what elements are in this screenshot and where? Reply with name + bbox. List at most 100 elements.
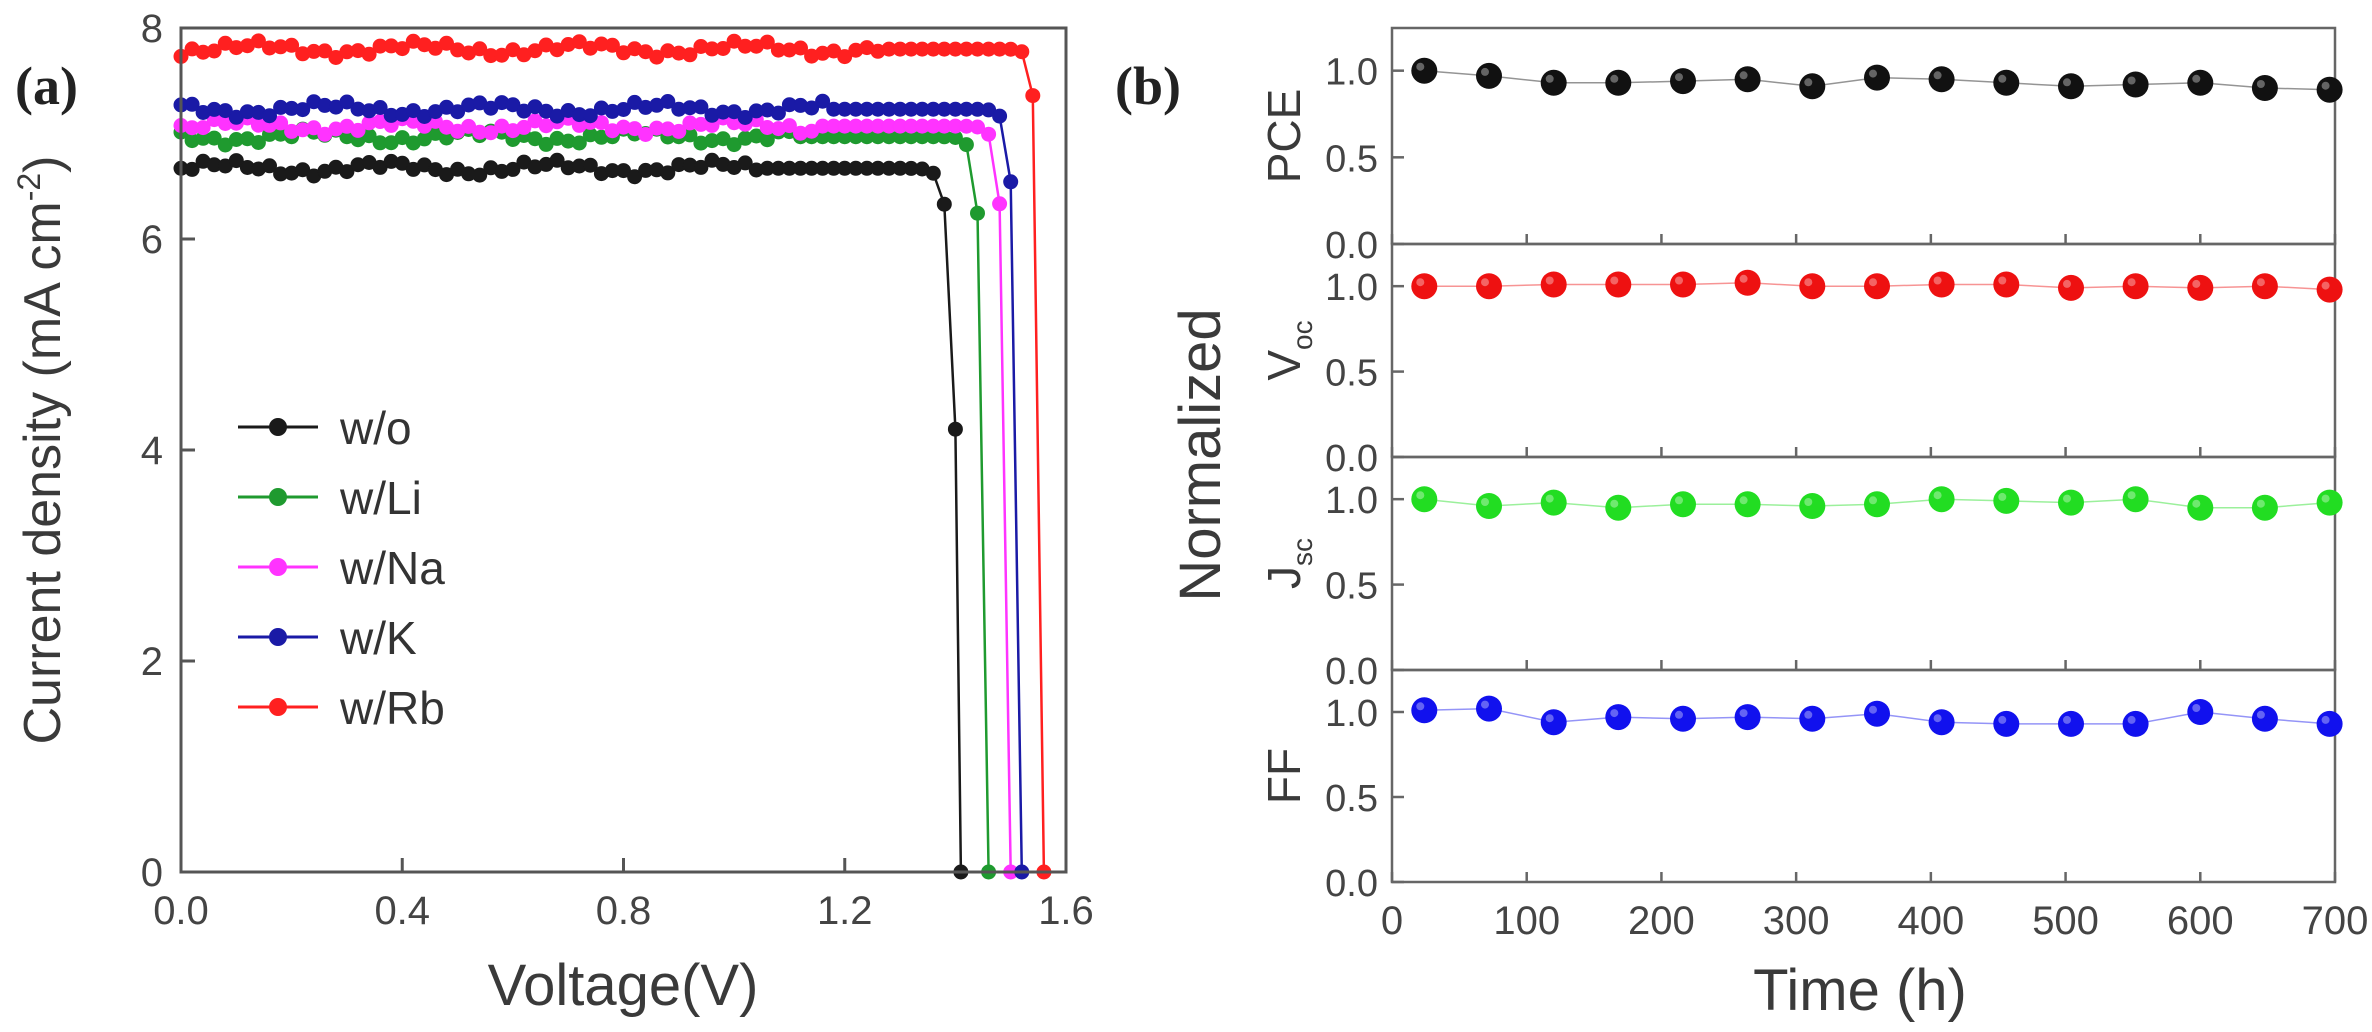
series-w-o: [173, 152, 969, 880]
y-label-main: Current density (mA cm: [14, 201, 72, 744]
data-point-highlight: [1545, 74, 1554, 83]
data-point-highlight: [1545, 494, 1554, 503]
x-tick-label: 200: [1628, 899, 1695, 943]
data-point: [1734, 269, 1761, 296]
data-point: [638, 127, 654, 142]
series-w-Rb: [173, 33, 1052, 880]
data-point: [1540, 69, 1567, 96]
data-point: [1993, 69, 2020, 96]
data-point-highlight: [2192, 704, 2201, 712]
data-point: [1864, 491, 1890, 518]
data-point: [505, 161, 521, 177]
data-point-highlight: [1675, 496, 1683, 505]
data-point: [273, 115, 289, 131]
data-point-highlight: [2321, 281, 2330, 290]
data-point-highlight: [2256, 710, 2265, 719]
x-tick-label: 1.2: [817, 889, 873, 933]
y-tick-label: 0: [141, 851, 163, 895]
data-point-highlight: [1869, 496, 1877, 505]
y-label-superscript: -2: [11, 173, 47, 201]
data-point: [2251, 273, 2278, 300]
y-tick-label: 0.0: [1325, 225, 1378, 267]
data-point: [2187, 699, 2214, 725]
legend-entry: w/Na: [238, 542, 445, 594]
data-point-highlight: [1933, 276, 1942, 285]
data-point: [516, 119, 532, 135]
data-point: [2251, 705, 2278, 732]
y-tick-label: 0.5: [1325, 138, 1378, 180]
data-point-highlight: [1998, 492, 2007, 501]
legend-label: w/Li: [339, 472, 422, 524]
data-point-highlight: [1610, 276, 1619, 285]
data-point: [1605, 271, 1632, 298]
data-point-highlight: [1610, 74, 1619, 83]
data-point: [483, 125, 499, 141]
data-point: [582, 157, 598, 173]
data-point: [571, 34, 587, 50]
data-point: [450, 104, 466, 120]
data-point-highlight: [1804, 78, 1813, 87]
y-tick-label: 0.0: [1325, 438, 1378, 480]
data-point: [250, 33, 266, 49]
data-point: [1670, 491, 1696, 518]
data-point: [693, 159, 709, 175]
data-point: [1605, 494, 1632, 521]
data-point: [992, 108, 1008, 124]
data-point: [317, 43, 333, 59]
data-point: [1411, 273, 1438, 300]
data-point: [1864, 273, 1890, 300]
y-tick-label: 0.5: [1325, 778, 1378, 820]
data-point-highlight: [1739, 709, 1748, 718]
data-point-highlight: [1933, 714, 1942, 723]
data-point-highlight: [1416, 62, 1425, 71]
data-point: [1540, 271, 1567, 298]
data-point: [2122, 273, 2149, 300]
data-point: [1799, 73, 1826, 100]
data-point-highlight: [2256, 499, 2265, 508]
legend-label: w/Rb: [339, 682, 445, 734]
data-point-highlight: [1804, 498, 1813, 506]
y-tick-label: 0.0: [1325, 651, 1378, 693]
data-point: [737, 155, 753, 171]
data-point-highlight: [1481, 498, 1489, 506]
y-tick-label: 8: [141, 7, 163, 51]
legend-marker: [269, 488, 287, 506]
data-point: [970, 119, 985, 135]
data-point-highlight: [2192, 499, 2201, 508]
data-point: [726, 137, 742, 153]
data-point-highlight: [2321, 81, 2330, 90]
data-point: [759, 34, 775, 50]
data-point: [2187, 69, 2214, 96]
data-point: [339, 164, 355, 180]
data-point-highlight: [1933, 71, 1942, 80]
data-point: [970, 205, 985, 221]
data-point: [616, 102, 631, 117]
y-tick-label: 2: [141, 640, 163, 684]
data-point: [472, 41, 488, 57]
panel-b-label: (b): [1115, 56, 1181, 116]
data-point: [1993, 487, 2020, 514]
legend-label: w/K: [339, 612, 417, 664]
data-point-highlight: [1869, 705, 1877, 714]
data-point: [306, 120, 322, 136]
data-point-highlight: [1545, 714, 1554, 723]
data-point: [394, 41, 410, 57]
data-point: [693, 99, 709, 115]
data-point: [1993, 271, 2020, 298]
data-point-highlight: [2063, 279, 2071, 288]
data-point-highlight: [1416, 702, 1425, 711]
data-point: [184, 96, 200, 112]
data-point: [2251, 75, 2278, 101]
panel-b-x-axis-label: Time (h): [1753, 958, 1967, 1023]
panel-b-x-ticks: 0 100 200 300 400 500 600 700: [1381, 899, 2369, 943]
data-point-highlight: [1998, 715, 2007, 724]
data-point-highlight: [1804, 710, 1813, 719]
data-point: [936, 196, 952, 212]
series-w-K: [173, 93, 1030, 880]
data-point: [2058, 710, 2084, 737]
panel-a-x-axis-label: Voltage(V): [488, 953, 759, 1018]
data-point: [350, 122, 366, 138]
data-point: [1476, 273, 1502, 300]
data-point-highlight: [2192, 74, 2201, 83]
